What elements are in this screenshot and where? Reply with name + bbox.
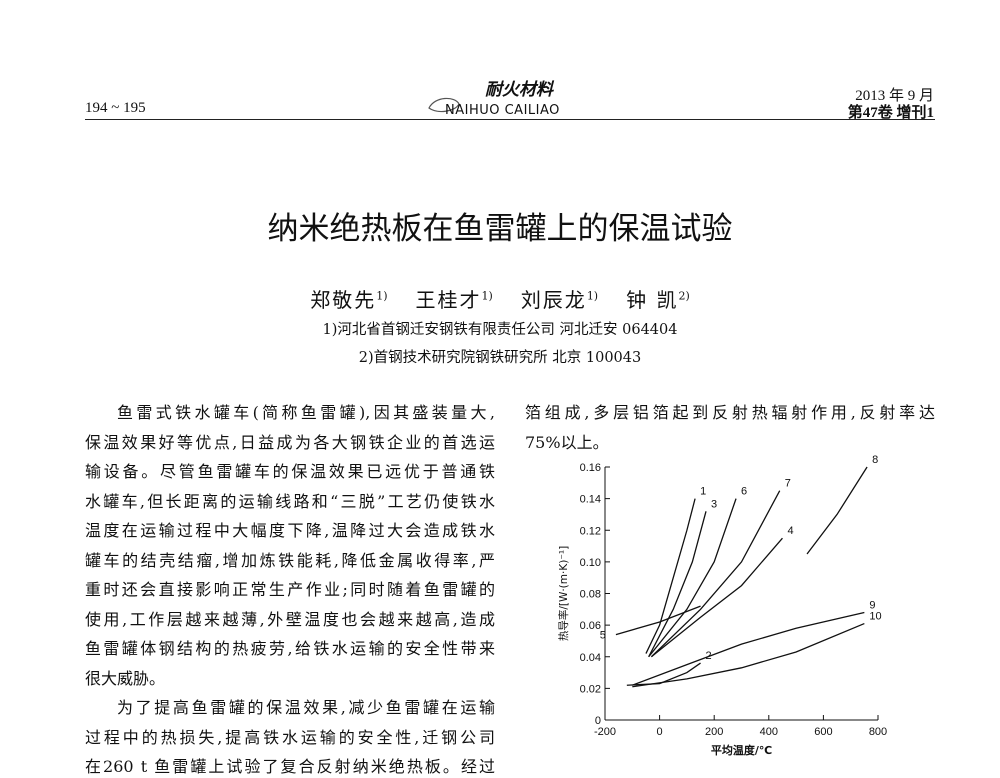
curve-label: 8	[872, 455, 878, 466]
x-tick-label: 800	[869, 726, 887, 738]
curve	[632, 611, 865, 686]
affiliation: 1)河北省首钢迁安钢铁有限责任公司 河北迁安 064404	[322, 322, 678, 338]
logo: 耐火材料 NAIHUO CAILIAO	[428, 80, 560, 118]
text-line: 箔组成,多层铝箔起到反射热辐射作用,反射率达	[525, 403, 935, 422]
author: 钟 凯2)	[626, 288, 690, 312]
text-line: 输设备。尽管鱼雷罐车的保温效果已远优于普通铁	[85, 462, 495, 481]
y-tick-label: 0.08	[580, 589, 601, 601]
x-tick-label: 600	[814, 726, 832, 738]
author-mark: 1)	[481, 289, 493, 303]
curve	[651, 537, 783, 658]
author-mark: 2)	[678, 289, 690, 303]
curve-label: 3	[711, 498, 717, 510]
issue-volume: 第47卷 增刊1	[847, 105, 934, 121]
text-line: 很大威胁。	[85, 668, 166, 688]
curve-label: 4	[787, 525, 793, 537]
title: 纳米绝热板在鱼雷罐上的保温试验	[267, 211, 733, 247]
curve	[648, 498, 737, 658]
author-mark: 1)	[376, 289, 388, 303]
author-name: 郑敬先	[310, 288, 377, 312]
logo-swoosh	[428, 97, 460, 113]
x-axis-label: 平均温度/℃	[711, 743, 772, 757]
curve	[648, 511, 707, 658]
y-tick-label: 0.10	[580, 557, 601, 569]
author: 刘辰龙1)	[521, 288, 598, 312]
curve-label: 5	[600, 630, 606, 642]
y-tick-label: 0.16	[580, 462, 601, 474]
issue-date: 2013 年 9 月	[855, 88, 934, 104]
author: 郑敬先1)	[310, 288, 387, 312]
authors: 郑敬先1) 王桂才1) 刘辰龙1) 钟 凯2)	[0, 284, 1000, 313]
text-line: 75%以上。	[525, 432, 609, 452]
y-tick-label: 0.06	[580, 620, 601, 632]
text-line: 温度在运输过程中大幅度下降,温降过大会造成铁水	[85, 521, 495, 540]
text-line: 为了提高鱼雷罐的保温效果,减少鱼雷罐在运输	[117, 698, 495, 717]
y-tick-label: 0.02	[580, 683, 601, 695]
author-mark: 1)	[586, 289, 599, 303]
curve-label: 7	[785, 478, 791, 490]
author-name: 刘辰龙	[520, 288, 587, 312]
curve-label: 1	[700, 486, 706, 498]
y-axis-label: 热导率/[W·(m·K)⁻¹]	[557, 546, 570, 641]
curve	[632, 622, 865, 688]
text-line: 罐车的结壳结瘤,增加炼铁能耗,降低金属收得率,严	[85, 550, 495, 570]
author-name: 王桂才	[415, 288, 482, 312]
curve-label: 6	[741, 486, 747, 498]
x-tick-label: 400	[760, 726, 778, 738]
y-tick-label: 0	[595, 715, 601, 727]
y-tick-label: 0.04	[580, 652, 601, 664]
text-line: 重时还会直接影响正常生产作业;同时随着鱼雷罐的	[85, 580, 495, 599]
header-rule	[85, 119, 935, 120]
text-line: 过程中的热损失,提高铁水运输的安全性,迁钢公司	[85, 727, 495, 747]
text-line: 水罐车,但长距离的运输线路和“三脱”工艺仍使铁水	[85, 491, 495, 511]
curve	[615, 605, 701, 636]
author: 王桂才1)	[416, 288, 493, 312]
curve-label: 10	[869, 611, 881, 623]
y-tick-label: 0.12	[580, 525, 601, 537]
x-tick-label: 200	[705, 726, 723, 738]
text-line: 使用,工作层越来越薄,外壁温度也会越来越高,造成	[85, 609, 495, 629]
logo-en: NAIHUO CAILIAO	[445, 103, 560, 118]
text-line: 鱼雷式铁水罐车(简称鱼雷罐),因其盛装量大,	[117, 403, 495, 422]
curve-label: 9	[869, 599, 875, 611]
affiliation: 2)首钢技术研究院钢铁研究所 北京 100043	[358, 350, 642, 366]
text-line: 保温效果好等优点,日益成为各大钢铁企业的首选运	[85, 432, 495, 452]
x-tick-label: -200	[594, 726, 616, 738]
y-tick-label: 0.14	[580, 494, 601, 506]
figure: 00.020.040.060.080.100.120.140.16-200 0 20…	[557, 455, 887, 757]
page-range: 194 ~ 195	[85, 100, 146, 116]
x-tick-label: 0	[657, 726, 663, 738]
text-line: 在260 t 鱼雷罐上试验了复合反射纳米绝热板。经过	[85, 757, 495, 776]
logo-cn: 耐火材料	[485, 80, 555, 100]
curve	[806, 466, 868, 555]
text-line: 鱼雷罐体钢结构的热疲劳,给铁水运输的安全性带来	[85, 639, 495, 658]
curve	[645, 498, 696, 654]
curve	[650, 490, 781, 658]
curve	[626, 662, 701, 686]
author-name: 钟 凯	[626, 288, 679, 312]
